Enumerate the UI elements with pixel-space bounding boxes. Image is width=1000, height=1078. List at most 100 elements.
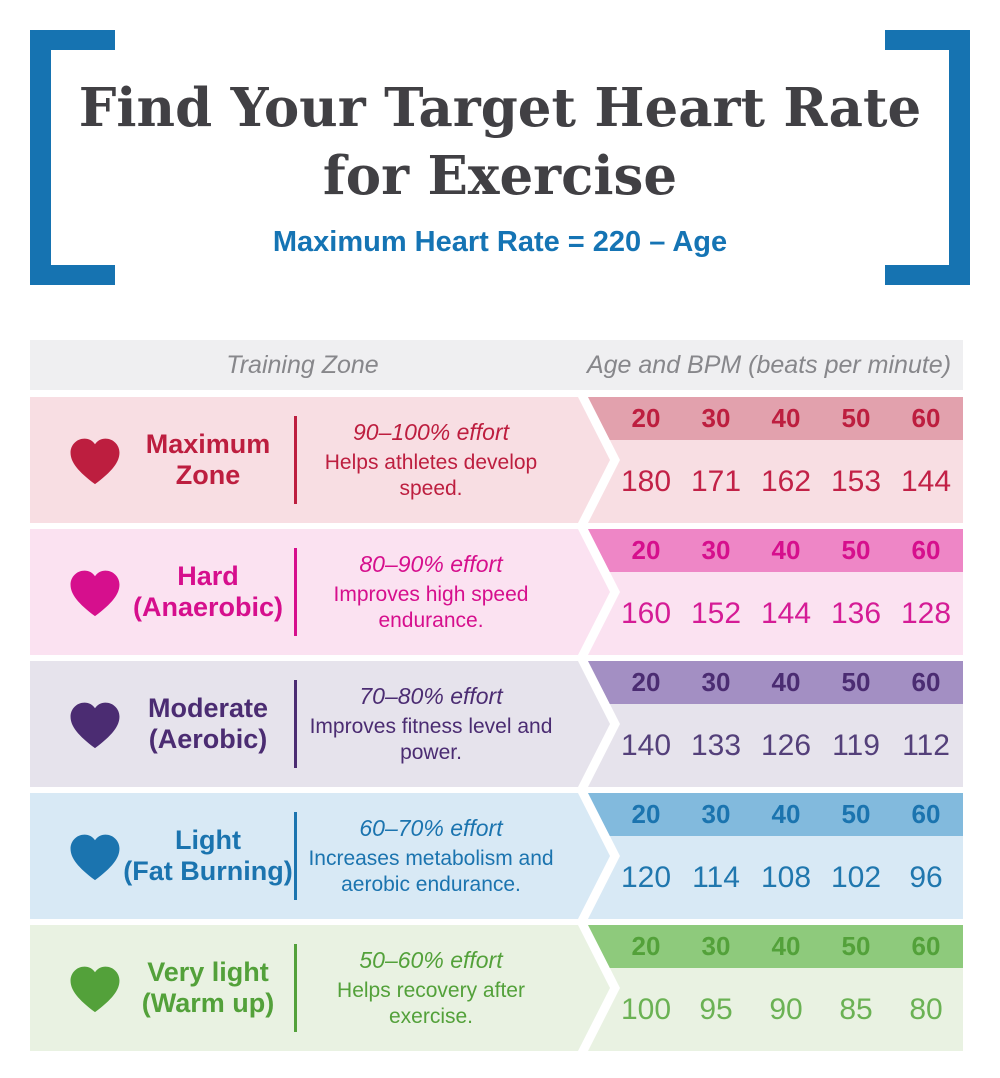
age-label: 40 — [771, 535, 801, 565]
bpm-value: 114 — [692, 860, 740, 894]
vertical-divider — [294, 812, 297, 900]
column-header-training-zone: Training Zone — [226, 351, 379, 379]
zone-row-moderate: Moderate (Aerobic) 70–80% effort Improve… — [30, 661, 963, 787]
heart-icon — [68, 568, 122, 617]
zone-rows: Maximum Zone 90–100% effort Helps athlet… — [30, 397, 963, 1051]
bpm-value: 136 — [830, 596, 882, 630]
zone-name-line2: (Warm up) — [141, 988, 275, 1018]
vertical-divider — [294, 416, 297, 504]
bpm-value: 153 — [830, 464, 882, 498]
bpm-value: 160 — [620, 596, 672, 630]
bpm-value: 100 — [620, 992, 672, 1026]
zone-info-panel: Hard (Anaerobic) 80–90% effort Improves … — [30, 529, 610, 655]
zone-name-line1: Very light — [147, 956, 269, 987]
page-title-line2: for Exercise — [322, 145, 678, 207]
bpm-value: 152 — [690, 596, 742, 630]
effort-description: Helps recovery after exercise. — [337, 978, 525, 1028]
age-bpm-panel: 20 30 40 50 60 160 152 144 136 128 — [588, 529, 963, 655]
age-label: 30 — [701, 403, 731, 433]
zone-info-panel: Light (Fat Burning) 60–70% effort Increa… — [30, 793, 610, 919]
zone-name-line2: (Anaerobic) — [132, 592, 284, 622]
age-bpm-panel: 20 30 40 50 60 180 171 162 153 144 — [588, 397, 963, 523]
zone-effort-block: 90–100% effort Helps athletes develop sp… — [297, 419, 610, 501]
zone-effort-block: 60–70% effort Increases metabolism and a… — [297, 815, 610, 897]
effort-percent: 50–60% effort — [359, 946, 503, 973]
bpm-value: 140 — [620, 728, 672, 762]
age-label: 30 — [701, 799, 731, 829]
page-title-line1: Find Your Target Heart Rate — [78, 77, 922, 139]
bpm-values-row: 140 133 126 119 112 — [588, 704, 963, 787]
age-label: 40 — [771, 667, 801, 697]
zone-info-panel: Moderate (Aerobic) 70–80% effort Improve… — [30, 661, 610, 787]
age-label: 30 — [701, 931, 731, 961]
zone-effort-block: 70–80% effort Improves fitness level and… — [297, 683, 610, 765]
header-section: Find Your Target Heart Rate for Exercise… — [0, 0, 1000, 340]
page-title: Find Your Target Heart Rate for Exercise — [0, 0, 1000, 210]
age-label: 20 — [631, 931, 661, 961]
age-label: 20 — [631, 667, 661, 697]
bpm-values-row: 160 152 144 136 128 — [588, 572, 963, 655]
bpm-values-row: 120 114 108 102 96 — [588, 836, 963, 919]
zone-row-light: Light (Fat Burning) 60–70% effort Increa… — [30, 793, 963, 919]
age-header-band: 20 30 40 50 60 — [588, 397, 963, 440]
zone-row-verylight: Very light (Warm up) 50–60% effort Helps… — [30, 925, 963, 1051]
age-bpm-panel: 20 30 40 50 60 120 114 108 102 96 — [588, 793, 963, 919]
age-label: 60 — [911, 931, 941, 961]
age-header-band: 20 30 40 50 60 — [588, 925, 963, 968]
bpm-value: 95 — [699, 992, 733, 1026]
age-header-band: 20 30 40 50 60 — [588, 529, 963, 572]
age-label: 60 — [911, 403, 941, 433]
bpm-value: 162 — [760, 464, 812, 498]
bpm-value: 80 — [909, 992, 943, 1026]
age-label: 50 — [841, 535, 871, 565]
heart-icon — [68, 700, 122, 749]
vertical-divider — [294, 680, 297, 768]
zone-info-panel: Very light (Warm up) 50–60% effort Helps… — [30, 925, 610, 1051]
age-label: 20 — [631, 799, 661, 829]
effort-percent: 80–90% effort — [359, 550, 503, 577]
zone-name: Hard (Anaerobic) — [122, 561, 294, 623]
age-header-band: 20 30 40 50 60 — [588, 661, 963, 704]
vertical-divider — [294, 944, 297, 1032]
age-label: 50 — [841, 403, 871, 433]
zone-name-line1: Maximum — [145, 428, 271, 459]
bpm-value: 171 — [690, 464, 742, 498]
zone-effort-block: 80–90% effort Improves high speed endura… — [297, 551, 610, 633]
age-label: 50 — [841, 931, 871, 961]
heart-icon — [68, 832, 122, 881]
heart-icon — [68, 964, 122, 1013]
bpm-value: 180 — [620, 464, 672, 498]
effort-description: Helps athletes develop speed. — [324, 450, 538, 500]
age-label: 20 — [631, 535, 661, 565]
age-label: 30 — [701, 667, 731, 697]
zone-name-line1: Hard — [177, 560, 239, 591]
age-label: 60 — [911, 667, 941, 697]
effort-description: Improves fitness level and power. — [309, 714, 553, 764]
age-label: 50 — [841, 667, 871, 697]
effort-percent: 60–70% effort — [359, 814, 503, 841]
bpm-values-row: 180 171 162 153 144 — [588, 440, 963, 523]
effort-percent: 90–100% effort — [352, 418, 509, 445]
bpm-value: 144 — [760, 596, 812, 630]
left-bracket-decoration — [30, 30, 115, 285]
bpm-value: 90 — [769, 992, 803, 1026]
zone-name-line2: (Fat Burning) — [123, 856, 293, 886]
zone-name-line2: (Aerobic) — [148, 724, 268, 754]
zone-name-line1: Moderate — [147, 692, 269, 723]
vertical-divider — [294, 548, 297, 636]
age-label: 40 — [771, 931, 801, 961]
table-header: Training Zone Age and BPM (beats per min… — [30, 340, 963, 390]
age-header-band: 20 30 40 50 60 — [588, 793, 963, 836]
bpm-value: 96 — [909, 860, 943, 894]
heart-icon — [68, 436, 122, 485]
age-bpm-panel: 20 30 40 50 60 140 133 126 119 112 — [588, 661, 963, 787]
effort-description: Improves high speed endurance. — [333, 582, 529, 632]
bpm-value: 102 — [830, 860, 882, 894]
bpm-value: 108 — [760, 860, 812, 894]
age-label: 60 — [911, 535, 941, 565]
bpm-value: 133 — [690, 728, 742, 762]
zone-info-panel: Maximum Zone 90–100% effort Helps athlet… — [30, 397, 610, 523]
age-label: 60 — [911, 799, 941, 829]
right-bracket-decoration — [885, 30, 970, 285]
